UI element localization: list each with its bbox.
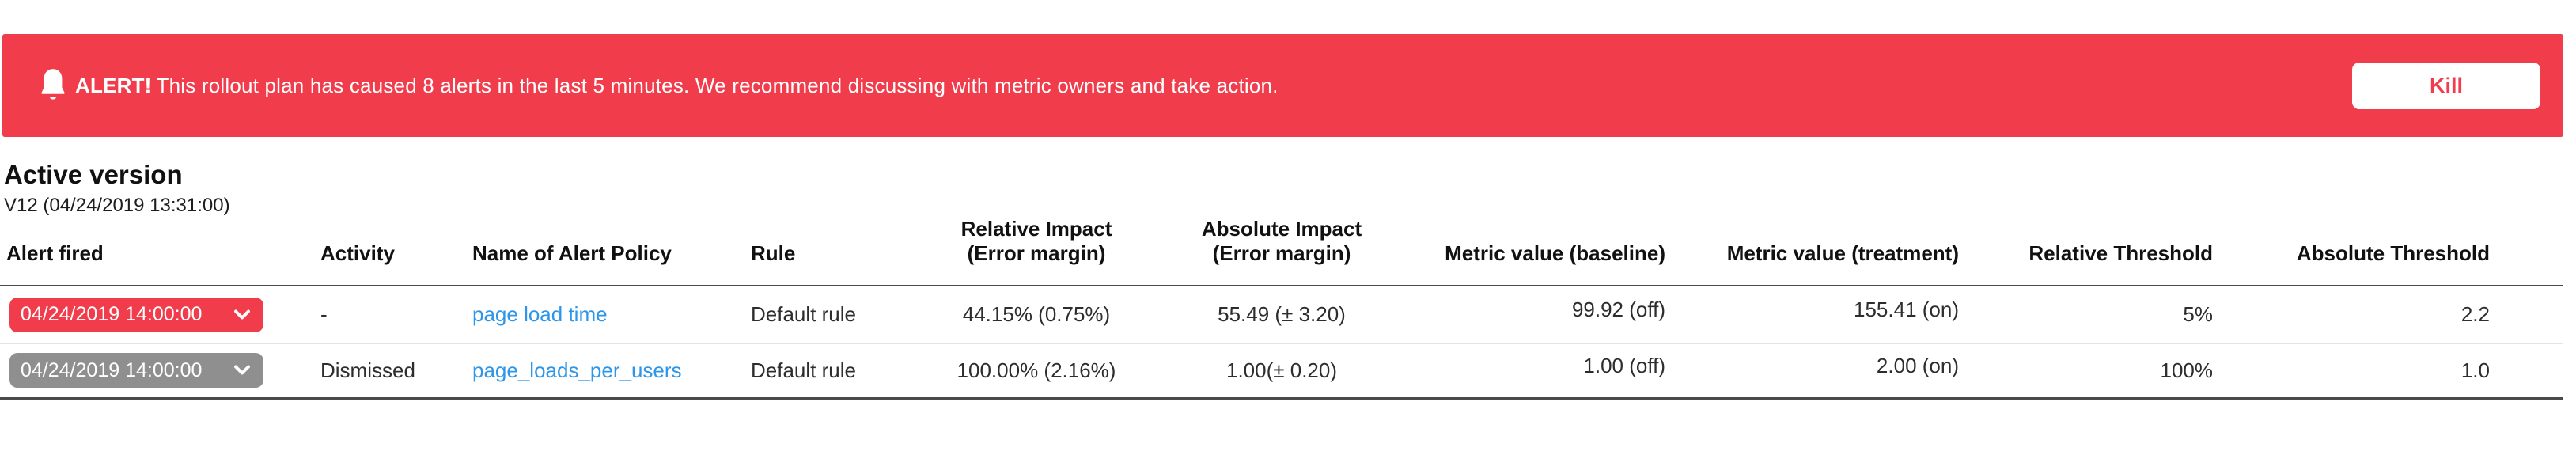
chevron-down-icon: [234, 365, 250, 375]
alert-fired-timestamp: 04/24/2019 14:00:00: [21, 358, 203, 381]
page-title: Active version: [4, 160, 183, 189]
relative-impact-cell: 44.15% (0.75%): [962, 302, 1111, 327]
alert-message: ALERT! This rollout plan has caused 8 ale…: [75, 74, 1279, 98]
bell-icon: [39, 67, 67, 104]
activity-cell: -: [320, 302, 328, 327]
absolute-impact-cell: 1.00(± 0.20): [1225, 358, 1338, 382]
header-absolute-threshold: Absolute Threshold: [2215, 216, 2563, 287]
header-metric-treatment: Metric value (treatment): [1669, 216, 1962, 287]
header-alert-fired: Alert fired: [0, 216, 313, 287]
table-row: 04/24/2019 14:00:00 - page load time Def…: [0, 286, 2563, 344]
alert-fired-dropdown[interactable]: 04/24/2019 14:00:00: [9, 297, 263, 332]
metric-baseline-cell: 1.00 (off): [1583, 353, 1665, 377]
header-relative-impact: Relative Impact (Error margin): [910, 216, 1163, 287]
metric-treatment-cell: 2.00 (on): [1876, 353, 1959, 377]
header-activity: Activity: [313, 216, 463, 287]
alert-policy-link[interactable]: page load time: [472, 302, 608, 327]
rule-cell: Default rule: [751, 358, 856, 382]
header-policy: Name of Alert Policy: [463, 216, 744, 287]
absolute-threshold-cell: 2.2: [2460, 302, 2490, 327]
kill-button[interactable]: Kill: [2352, 62, 2540, 109]
metric-baseline-cell: 99.92 (off): [1571, 298, 1665, 322]
header-rule: Rule: [744, 216, 910, 287]
header-metric-baseline: Metric value (baseline): [1400, 216, 1669, 287]
header-relative-threshold: Relative Threshold: [1962, 216, 2215, 287]
absolute-threshold-cell: 1.0: [2460, 358, 2490, 382]
alerts-table: Alert fired Activity Name of Alert Polic…: [0, 216, 2563, 400]
chevron-down-icon: [234, 309, 250, 320]
header-absolute-impact: Absolute Impact (Error margin): [1163, 216, 1400, 287]
table-header-row: Alert fired Activity Name of Alert Polic…: [0, 216, 2563, 287]
relative-threshold-cell: 100%: [2160, 358, 2214, 382]
alert-policy-link[interactable]: page_loads_per_users: [472, 358, 682, 382]
alert-label: ALERT!: [75, 73, 152, 97]
table-row: 04/24/2019 14:00:00 Dismissed page_loads…: [0, 343, 2563, 399]
activity-cell: Dismissed: [320, 358, 415, 382]
alert-message-text: This rollout plan has caused 8 alerts in…: [156, 73, 1279, 97]
alert-fired-dropdown[interactable]: 04/24/2019 14:00:00: [9, 353, 263, 389]
alert-banner: ALERT! This rollout plan has caused 8 ale…: [2, 34, 2563, 137]
rule-cell: Default rule: [751, 302, 856, 327]
alert-fired-timestamp: 04/24/2019 14:00:00: [21, 303, 203, 326]
metric-treatment-cell: 155.41 (on): [1854, 298, 1959, 322]
relative-impact-cell: 100.00% (2.16%): [957, 358, 1116, 382]
version-info: V12 (04/24/2019 13:31:00): [4, 194, 230, 216]
absolute-impact-cell: 55.49 (± 3.20): [1218, 302, 1346, 327]
relative-threshold-cell: 5%: [2183, 302, 2213, 327]
